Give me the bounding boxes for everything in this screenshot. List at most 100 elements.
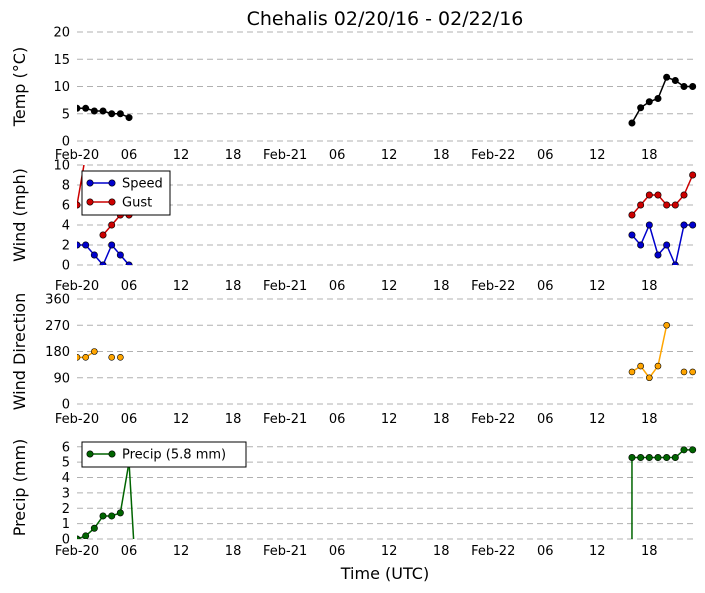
data-point bbox=[116, 251, 124, 259]
figure-title: Chehalis 02/20/16 - 02/22/16 bbox=[247, 8, 524, 30]
plot-area bbox=[77, 321, 696, 382]
x-tick-label: 06 bbox=[329, 279, 346, 294]
panel-wind: 0 2 4 6 8 10 Wind (mph) Feb-20 06 12 18 Feb-21 06 12 1… bbox=[10, 159, 697, 294]
data-point bbox=[637, 201, 645, 209]
x-tick-label: 06 bbox=[329, 544, 346, 559]
data-point bbox=[637, 104, 645, 112]
x-tick-label: 18 bbox=[225, 148, 242, 163]
series-line bbox=[77, 462, 130, 539]
data-point bbox=[671, 454, 679, 462]
x-tick-label: 06 bbox=[537, 412, 554, 427]
series-line bbox=[631, 222, 693, 265]
series-temp bbox=[77, 73, 697, 127]
x-tick-label: 18 bbox=[641, 279, 658, 294]
data-point bbox=[82, 354, 89, 361]
data-point bbox=[637, 241, 645, 249]
panel-temp: 0 5 10 15 20 Temp (°C) Feb-20 06 12 18 Feb-21 06 12 1… bbox=[10, 26, 697, 163]
y-axis-label: Temp (°C) bbox=[10, 47, 29, 127]
y-tick-label: 4 bbox=[62, 219, 70, 234]
y-tick-label: 10 bbox=[53, 159, 70, 174]
y-tick-label: 0 bbox=[62, 533, 70, 548]
x-tick-label: 06 bbox=[329, 412, 346, 427]
x-tick-label: 12 bbox=[589, 279, 606, 294]
x-tick-label: 12 bbox=[381, 544, 398, 559]
data-point bbox=[628, 231, 636, 239]
x-tick-label: 18 bbox=[225, 412, 242, 427]
legend: Precip (5.8 mm) bbox=[81, 441, 247, 468]
data-point bbox=[671, 261, 679, 265]
data-point bbox=[116, 509, 124, 517]
data-point bbox=[108, 512, 116, 520]
x-tick-label: 18 bbox=[641, 148, 658, 163]
data-point bbox=[82, 241, 90, 249]
data-point bbox=[90, 251, 98, 259]
data-point bbox=[108, 354, 115, 361]
x-tick-label: 12 bbox=[589, 412, 606, 427]
x-tick-label: 12 bbox=[589, 148, 606, 163]
data-point bbox=[108, 221, 116, 229]
x-tick-label: Feb-22 bbox=[471, 279, 515, 294]
x-tick-label: Feb-20 bbox=[55, 279, 99, 294]
y-tick-label: 180 bbox=[45, 345, 70, 360]
x-tick-label: 06 bbox=[121, 544, 138, 559]
series-line bbox=[102, 214, 130, 236]
legend-marker bbox=[86, 179, 94, 187]
data-point bbox=[680, 221, 688, 229]
y-tick-label: 5 bbox=[62, 456, 70, 471]
x-tick-label: Feb-20 bbox=[55, 412, 99, 427]
y-tick-label: 15 bbox=[53, 53, 70, 68]
data-point bbox=[90, 107, 98, 115]
data-point bbox=[77, 201, 81, 209]
data-point bbox=[645, 191, 653, 199]
y-tick-label: 360 bbox=[45, 293, 70, 308]
x-axis-label: Time (UTC) bbox=[340, 564, 429, 583]
x-tick-label: 06 bbox=[121, 148, 138, 163]
data-point bbox=[108, 110, 116, 118]
panel-direction: 0 90 180 270 360 Wind Direction Feb-20 06 12 18 Fe… bbox=[10, 293, 697, 427]
legend-entry: Speed bbox=[122, 177, 163, 192]
data-point bbox=[77, 241, 81, 249]
x-tick-label: Feb-21 bbox=[263, 412, 307, 427]
legend-marker bbox=[108, 198, 116, 206]
y-tick-label: 5 bbox=[62, 107, 70, 122]
data-point bbox=[654, 251, 662, 259]
data-point bbox=[637, 362, 644, 370]
data-point bbox=[671, 201, 679, 209]
data-point bbox=[654, 454, 662, 462]
y-tick-label: 90 bbox=[53, 371, 70, 386]
data-point bbox=[82, 104, 90, 112]
data-point bbox=[654, 191, 662, 199]
x-tick-label: 12 bbox=[381, 148, 398, 163]
x-tick-label: 12 bbox=[589, 544, 606, 559]
x-tick-label: 18 bbox=[225, 544, 242, 559]
x-tick-label: 18 bbox=[433, 279, 450, 294]
data-point bbox=[663, 321, 670, 329]
data-point bbox=[663, 201, 671, 209]
y-tick-label: 3 bbox=[62, 486, 70, 501]
y-tick-label: 2 bbox=[62, 502, 70, 517]
y-tick-label: 10 bbox=[53, 80, 70, 95]
x-tick-label: Feb-22 bbox=[471, 148, 515, 163]
data-point bbox=[99, 107, 107, 115]
legend-marker bbox=[108, 450, 116, 458]
data-point bbox=[125, 261, 133, 265]
data-point bbox=[117, 354, 124, 361]
x-tick-label: 12 bbox=[173, 544, 190, 559]
data-point bbox=[125, 114, 133, 122]
x-tick-label: 06 bbox=[121, 279, 138, 294]
y-tick-label: 8 bbox=[62, 179, 70, 194]
x-tick-label: Feb-22 bbox=[471, 544, 515, 559]
x-tick-label: 12 bbox=[381, 412, 398, 427]
data-point bbox=[671, 77, 679, 85]
legend-marker bbox=[86, 450, 94, 458]
y-tick-label: 6 bbox=[62, 440, 70, 455]
legend-marker bbox=[108, 179, 116, 187]
data-point bbox=[116, 110, 124, 118]
data-point bbox=[77, 354, 81, 361]
data-point bbox=[99, 231, 107, 239]
x-tick-label: 06 bbox=[121, 412, 138, 427]
data-point bbox=[680, 446, 688, 454]
plot-area bbox=[77, 73, 697, 127]
